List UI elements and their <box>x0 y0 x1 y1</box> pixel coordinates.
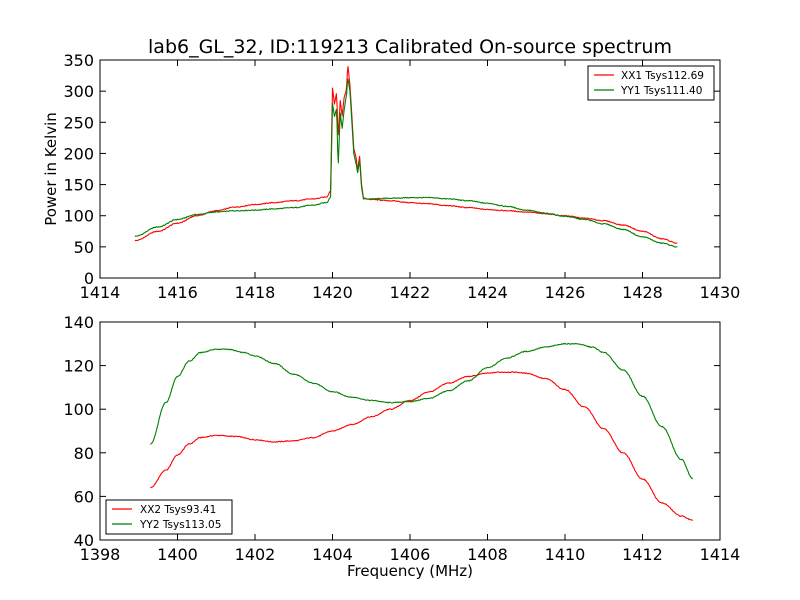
top-xtick-label: 1426 <box>545 283 586 302</box>
bottom-xtick-label: 1414 <box>700 545 741 564</box>
top-xtick-label: 1418 <box>235 283 276 302</box>
top-series-line-xx1 <box>134 66 678 244</box>
legend-label-xx1: XX1 Tsys112.69 <box>621 70 704 82</box>
bottom-ytick-label: 60 <box>74 487 94 506</box>
top-ylabel: Power in Kelvin <box>42 112 60 226</box>
top-legend-box <box>587 65 715 101</box>
top-ytick-label: 150 <box>63 176 94 195</box>
chart-title: lab6_GL_32, ID:119213 Calibrated On-sour… <box>148 36 672 58</box>
bottom-xtick-label: 1404 <box>312 545 353 564</box>
top-ytick-label: 350 <box>63 51 94 70</box>
bottom-ytick-label: 80 <box>74 444 94 463</box>
bottom-xlabel: Frequency (MHz) <box>347 562 473 580</box>
top-ytick-label: 200 <box>63 144 94 163</box>
top-xtick-label: 1422 <box>390 283 431 302</box>
bottom-ytick-label: 140 <box>63 313 94 332</box>
top-legend: XX1 Tsys112.69 YY1 Tsys111.40 <box>587 65 715 101</box>
top-ytick-label: 250 <box>63 113 94 132</box>
bottom-xtick-label: 1412 <box>622 545 663 564</box>
bottom-ytick-label: 100 <box>63 400 94 419</box>
top-spectrum-axes: 1414 1416 1418 1420 1422 1424 1426 1428 1430 0 50 1… <box>42 51 740 302</box>
legend-label-yy2: YY2 Tsys113.05 <box>139 519 221 531</box>
top-xtick-label: 1424 <box>467 283 508 302</box>
top-ytick-label: 50 <box>74 238 94 257</box>
top-ticks-group: 1414 1416 1418 1420 1422 1424 1426 1428 1430 0 50 1… <box>63 51 740 302</box>
legend-label-yy1: YY1 Tsys111.40 <box>620 85 702 97</box>
bottom-xtick-label: 1408 <box>467 545 508 564</box>
bottom-legend-box <box>105 499 233 535</box>
bottom-series-line-xx2 <box>150 371 694 521</box>
top-ytick-label: 100 <box>63 207 94 226</box>
top-series-group <box>134 66 678 248</box>
top-ytick-label: 0 <box>84 269 94 288</box>
top-xtick-label: 1416 <box>157 283 198 302</box>
bottom-xtick-label: 1398 <box>80 545 121 564</box>
legend-label-xx2: XX2 Tsys93.41 <box>140 504 216 516</box>
top-ytick-label: 300 <box>63 82 94 101</box>
bottom-xtick-label: 1402 <box>235 545 276 564</box>
top-series-line-yy1 <box>134 78 678 248</box>
top-xtick-label: 1430 <box>700 283 741 302</box>
bottom-series-line-yy2 <box>149 342 694 480</box>
bottom-xtick-label: 1410 <box>545 545 586 564</box>
bottom-ticks-group: 1398 1400 1402 1404 1406 1408 1410 1412 1414 40 60… <box>63 313 740 564</box>
bottom-ytick-label: 120 <box>63 357 94 376</box>
top-xtick-label: 1414 <box>80 283 121 302</box>
bottom-legend: XX2 Tsys93.41 YY2 Tsys113.05 <box>105 499 233 535</box>
top-xtick-label: 1420 <box>312 283 353 302</box>
bottom-xtick-label: 1400 <box>157 545 198 564</box>
bottom-spectrum-axes: 1398 1400 1402 1404 1406 1408 1410 1412 1414 40 60… <box>63 313 740 580</box>
bottom-ytick-label: 40 <box>74 531 94 550</box>
bottom-series-group <box>149 342 694 521</box>
bottom-xtick-label: 1406 <box>390 545 431 564</box>
top-xtick-label: 1428 <box>622 283 663 302</box>
